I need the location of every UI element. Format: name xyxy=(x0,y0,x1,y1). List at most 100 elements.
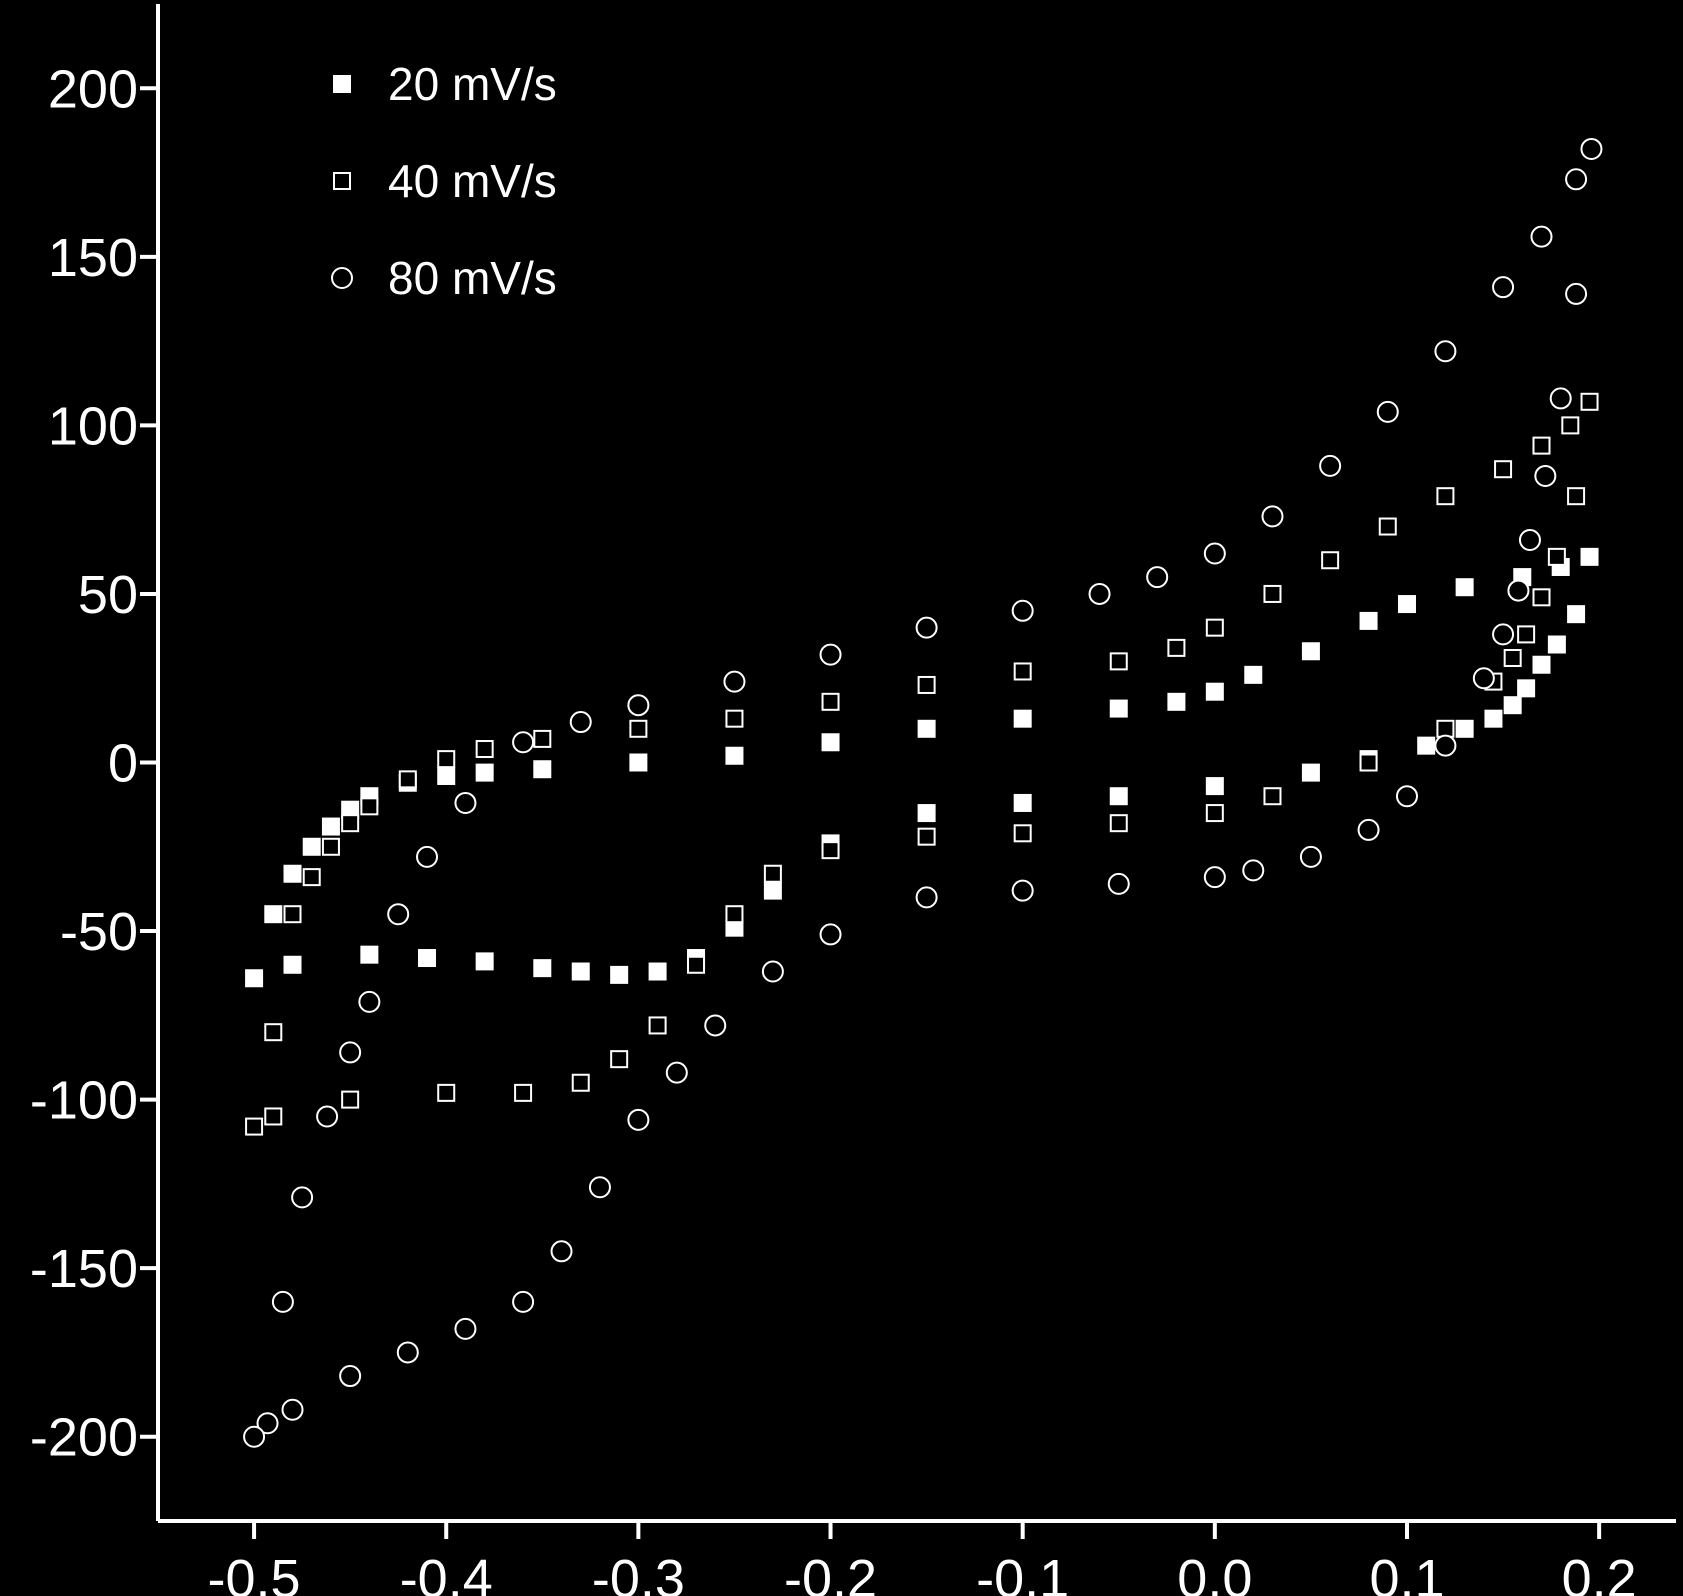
data-point xyxy=(1013,824,1032,843)
data-point xyxy=(588,1176,611,1199)
y-tick-label: -100 xyxy=(30,1071,138,1131)
data-point xyxy=(360,797,379,816)
data-point xyxy=(550,1240,573,1263)
data-point xyxy=(1203,866,1226,889)
data-point xyxy=(1567,487,1586,506)
y-tick-label: -50 xyxy=(60,902,138,962)
legend-label: 20 mV/s xyxy=(388,58,557,110)
data-point xyxy=(1263,584,1282,603)
data-point xyxy=(512,731,535,754)
data-point xyxy=(291,1186,314,1209)
data-point xyxy=(915,616,938,639)
data-point xyxy=(1580,137,1603,160)
data-point xyxy=(1109,699,1128,718)
data-point xyxy=(1378,517,1397,536)
data-point xyxy=(1455,719,1474,738)
data-point xyxy=(1492,276,1515,299)
data-point xyxy=(302,868,321,887)
data-point xyxy=(339,1365,362,1388)
data-point xyxy=(264,1107,283,1126)
data-point xyxy=(1517,625,1536,644)
x-tick-label: -0.4 xyxy=(400,1549,493,1596)
data-point xyxy=(571,1073,590,1092)
data-point xyxy=(1146,566,1169,589)
data-point xyxy=(1109,814,1128,833)
data-point xyxy=(283,905,302,924)
data-point xyxy=(243,1425,266,1448)
data-point xyxy=(1561,416,1580,435)
data-point xyxy=(917,675,936,694)
data-point xyxy=(1011,879,1034,902)
y-tick-label: 200 xyxy=(48,59,138,119)
data-point xyxy=(533,760,552,779)
data-point xyxy=(1503,696,1522,715)
data-point xyxy=(723,670,746,693)
data-point xyxy=(437,750,456,769)
legend-label: 80 mV/s xyxy=(388,252,557,304)
data-point xyxy=(1518,529,1541,552)
data-point xyxy=(341,814,360,833)
data-point xyxy=(1547,547,1566,566)
data-point xyxy=(1436,487,1455,506)
data-point xyxy=(1321,551,1340,570)
x-tick-label: -0.2 xyxy=(784,1549,877,1596)
data-point xyxy=(1359,753,1378,772)
data-point xyxy=(821,733,840,752)
data-point xyxy=(1530,225,1553,248)
data-point xyxy=(1205,618,1224,637)
data-point xyxy=(1492,623,1515,646)
data-point xyxy=(1376,400,1399,423)
series-80-mv-s xyxy=(243,137,1603,1448)
data-point xyxy=(1011,599,1034,622)
data-point xyxy=(321,837,340,856)
y-tick-label: 0 xyxy=(108,734,138,794)
x-tick-label: 0.0 xyxy=(1177,1549,1252,1596)
data-point xyxy=(360,945,379,964)
data-point xyxy=(339,1041,362,1064)
data-point xyxy=(1357,818,1380,841)
data-point xyxy=(1167,692,1186,711)
data-point xyxy=(1301,642,1320,661)
x-tick-label: -0.3 xyxy=(592,1549,685,1596)
legend: 20 mV/s 40 mV/s 80 mV/s xyxy=(331,58,557,304)
data-series xyxy=(243,137,1603,1448)
data-point xyxy=(437,1083,456,1102)
data-point xyxy=(761,960,784,983)
data-point xyxy=(610,1050,629,1069)
data-point xyxy=(398,770,417,789)
data-point xyxy=(725,746,744,765)
data-point xyxy=(665,1061,688,1084)
data-point xyxy=(302,837,321,856)
data-point xyxy=(1580,392,1599,411)
data-point xyxy=(1484,709,1503,728)
y-tick-label: 100 xyxy=(48,396,138,456)
data-point xyxy=(512,1290,535,1313)
data-point xyxy=(1205,777,1224,796)
data-point xyxy=(1532,436,1551,455)
data-point xyxy=(1013,662,1032,681)
data-point xyxy=(1436,719,1455,738)
data-point xyxy=(627,1108,650,1131)
data-point xyxy=(1319,454,1342,477)
data-point xyxy=(1565,168,1588,191)
data-point xyxy=(454,1317,477,1340)
data-point xyxy=(915,886,938,909)
data-point xyxy=(437,766,456,785)
data-point xyxy=(569,711,592,734)
data-point xyxy=(917,804,936,823)
data-point xyxy=(1455,578,1474,597)
data-point xyxy=(1167,638,1186,657)
data-point xyxy=(256,1412,279,1435)
data-point xyxy=(1397,595,1416,614)
data-point xyxy=(1507,579,1530,602)
x-tick-label: 0.2 xyxy=(1562,1549,1637,1596)
data-point xyxy=(1517,679,1536,698)
data-point xyxy=(475,763,494,782)
data-point xyxy=(321,817,340,836)
data-point xyxy=(416,845,439,868)
data-point xyxy=(475,740,494,759)
data-point xyxy=(281,1398,304,1421)
y-tick-label: 150 xyxy=(48,228,138,288)
data-point xyxy=(1549,387,1572,410)
